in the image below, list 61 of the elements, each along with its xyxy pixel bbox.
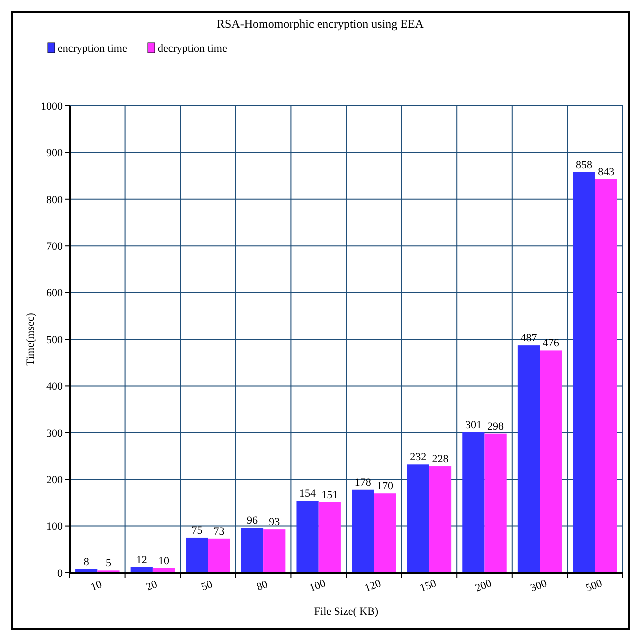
x-tick-label: 500 <box>584 578 605 595</box>
x-tick-label: 300 <box>529 578 550 595</box>
y-tick-label: 600 <box>46 288 64 300</box>
bar <box>407 464 430 573</box>
y-tick-label: 300 <box>46 428 64 440</box>
y-tick-label: 500 <box>46 334 64 346</box>
bar <box>318 502 341 573</box>
y-tick-label: 0 <box>58 568 64 580</box>
bar <box>208 538 230 573</box>
bar <box>429 466 452 573</box>
legend-label: encryption time <box>58 43 128 55</box>
bar <box>241 528 264 573</box>
x-tick-label: 150 <box>418 578 439 595</box>
data-label: 843 <box>598 166 616 178</box>
legend-label: decryption time <box>158 43 228 55</box>
data-label: 73 <box>214 526 226 538</box>
bar <box>462 432 485 573</box>
x-axis-title: File Size( KB) <box>314 606 379 618</box>
data-label: 96 <box>246 515 258 528</box>
y-axis-title: Time(msec) <box>25 312 37 366</box>
x-tick-label: 100 <box>308 578 328 595</box>
data-label: 93 <box>269 516 281 529</box>
y-tick-label: 700 <box>46 240 64 253</box>
data-label: 178 <box>354 476 372 489</box>
bar <box>352 490 374 573</box>
x-tick-label: 10 <box>89 578 104 594</box>
data-label: 10 <box>158 555 170 568</box>
y-tick-label: 200 <box>46 474 64 486</box>
bar <box>484 434 507 573</box>
x-tick-label: 20 <box>144 578 160 594</box>
bar <box>296 501 319 573</box>
x-tick-label: 80 <box>255 578 270 594</box>
data-label: 5 <box>106 558 112 570</box>
bar <box>518 346 540 573</box>
bar <box>264 530 286 573</box>
data-label: 154 <box>300 488 317 500</box>
data-label: 151 <box>322 489 338 502</box>
x-tick-label: 200 <box>474 578 494 595</box>
y-tick-label: 1000 <box>41 100 64 113</box>
data-label: 298 <box>488 420 505 433</box>
y-tick-label: 800 <box>46 194 64 206</box>
bar <box>573 172 596 573</box>
data-label: 232 <box>410 452 427 464</box>
data-label: 858 <box>576 159 594 172</box>
y-tick-label: 100 <box>46 521 64 534</box>
data-label: 12 <box>136 554 148 566</box>
data-label: 8 <box>84 556 90 568</box>
bar <box>540 350 562 573</box>
chart-title: RSA-Homomorphic encryption using EEA <box>217 17 424 31</box>
bar <box>186 538 208 573</box>
data-label: 228 <box>432 454 450 466</box>
y-tick-label: 900 <box>46 148 64 160</box>
y-tick-label: 400 <box>46 381 64 394</box>
data-label: 301 <box>465 419 482 432</box>
bar <box>374 494 396 573</box>
data-label: 75 <box>192 524 204 537</box>
x-tick-label: 50 <box>200 578 215 594</box>
data-label: 170 <box>376 480 394 493</box>
bar <box>595 179 618 573</box>
x-tick-label: 120 <box>363 578 384 595</box>
data-label: 476 <box>542 338 560 350</box>
